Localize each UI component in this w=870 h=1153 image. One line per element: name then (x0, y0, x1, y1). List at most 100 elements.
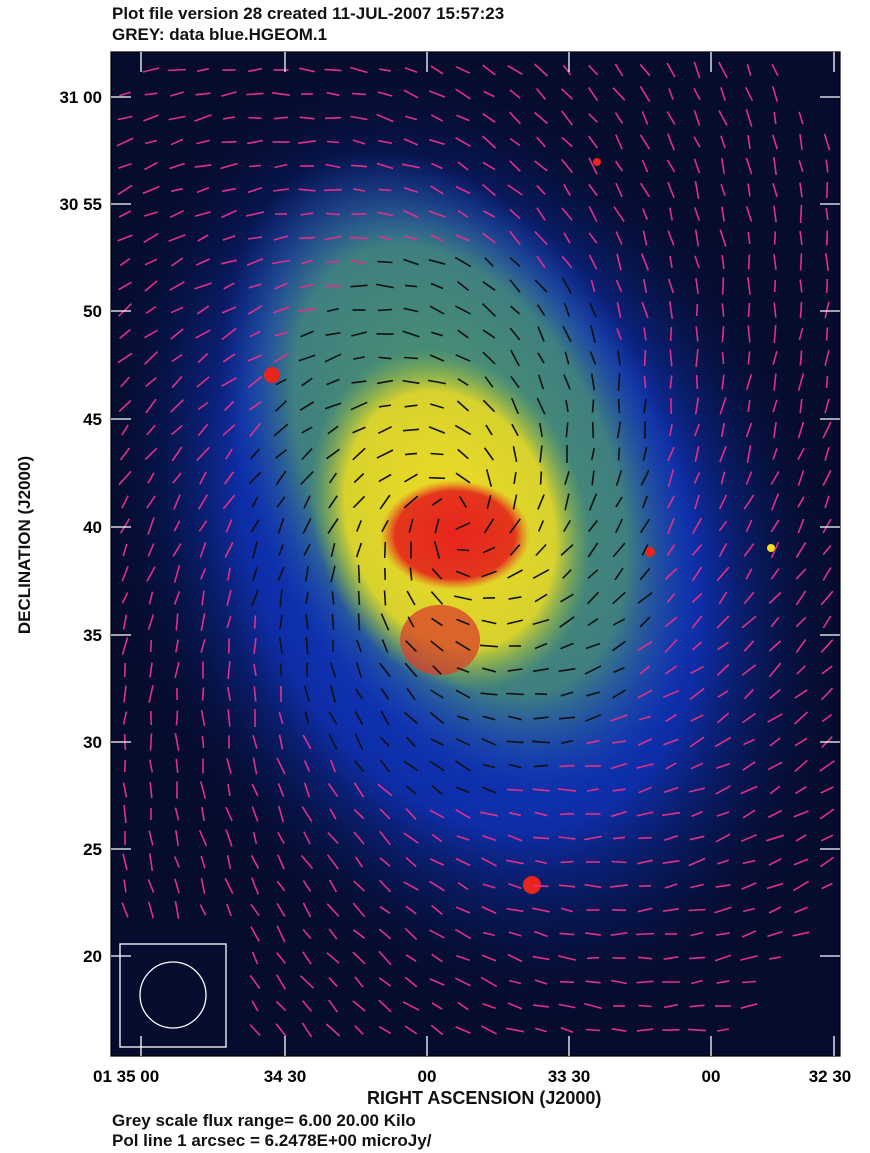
polarization-vector (536, 255, 546, 269)
polarization-vector (119, 518, 131, 534)
polarization-vector (251, 496, 259, 508)
polarization-vector (326, 378, 340, 386)
polarization-vector (174, 733, 180, 751)
polarization-vector (174, 807, 180, 821)
polarization-vector (536, 136, 546, 148)
polarization-vector (770, 616, 780, 628)
polarization-vector (773, 156, 777, 176)
polarization-vector (377, 140, 393, 144)
polarization-vector (455, 738, 471, 746)
polarization-vector (121, 495, 129, 509)
polarization-vector (820, 687, 834, 701)
polarization-vector (507, 569, 523, 579)
polarization-vector (121, 424, 129, 436)
polarization-vector (640, 253, 650, 271)
polarization-vector (173, 591, 181, 605)
polarization-vector (716, 762, 730, 770)
polarization-vector (405, 954, 417, 962)
polarization-vector (379, 906, 391, 914)
polarization-vector (507, 619, 523, 625)
polarization-vector (560, 158, 574, 174)
polarization-vector (275, 470, 287, 486)
polarization-vector (718, 61, 728, 79)
polarization-vector (717, 859, 729, 865)
polarization-vector (168, 115, 186, 121)
polarization-vector (509, 160, 521, 172)
polarization-vector (278, 711, 284, 725)
polarization-vector (277, 805, 285, 823)
polarization-vector (799, 350, 803, 366)
polarization-vector (118, 210, 132, 218)
polarization-vector (377, 91, 393, 97)
polarization-vector (246, 211, 264, 217)
polarization-vector (610, 714, 628, 722)
polarization-vector (615, 231, 623, 245)
polarization-vector (327, 425, 339, 435)
polarization-vector (431, 331, 443, 337)
polarization-vector (615, 518, 623, 534)
polarization-vector (793, 711, 809, 725)
polarization-vector (117, 234, 133, 242)
polarization-vector (532, 667, 550, 673)
polarization-vector (252, 832, 258, 844)
polarization-vector (223, 471, 235, 485)
polarization-vector (637, 640, 653, 652)
polarization-vector (616, 328, 622, 340)
polarization-vector (716, 615, 730, 629)
polarization-vector (305, 636, 309, 656)
x-tick-label: 32 30 (809, 1067, 852, 1086)
polarization-vector (383, 541, 387, 559)
polarization-vector (455, 234, 471, 242)
polarization-vector (667, 181, 675, 199)
polarization-vector (481, 857, 497, 867)
polarization-vector (690, 931, 704, 937)
polarization-vector (195, 92, 211, 96)
y-tick-label: 31 00 (59, 88, 102, 107)
polarization-vector (352, 426, 366, 434)
flux-range-caption: Grey scale flux range= 6.00 20.00 Kilo (112, 1111, 416, 1130)
polarization-vector (794, 759, 808, 773)
polarization-vector (225, 806, 233, 822)
polarization-vector (379, 662, 391, 678)
polarization-vector (482, 883, 496, 889)
polarization-vector (589, 351, 597, 365)
polarization-vector (536, 207, 546, 221)
polarization-vector (199, 781, 207, 799)
polarization-vector (773, 111, 777, 125)
polarization-vector (276, 925, 286, 943)
polarization-vector (277, 518, 285, 534)
polarization-vector (305, 591, 309, 605)
polarization-vector (195, 211, 211, 217)
polarization-vector (147, 901, 155, 919)
polarization-vector (483, 931, 495, 937)
polarization-vector (642, 230, 648, 246)
polarization-vector (820, 590, 834, 606)
polarization-vector (275, 1000, 287, 1012)
polarization-vector (611, 1028, 627, 1032)
polarization-vector (612, 689, 626, 699)
polarization-vector (325, 1023, 341, 1037)
polarization-vector (666, 159, 676, 173)
polarization-vector (404, 1025, 418, 1035)
polarization-vector (768, 662, 782, 678)
polarization-vector (743, 591, 755, 605)
polarization-vector (194, 114, 212, 122)
polarization-vector (637, 907, 653, 913)
polarization-vector (328, 879, 338, 893)
polarization-vector (246, 258, 264, 266)
polarization-vector (169, 162, 185, 170)
polarization-vector (175, 613, 179, 631)
polarization-vector (196, 446, 210, 462)
polarization-vector (303, 782, 311, 798)
polarization-vector (770, 471, 780, 485)
polarization-vector (298, 354, 316, 362)
polarization-vector (252, 567, 258, 581)
polarization-vector (689, 787, 705, 793)
polarization-vector (797, 470, 805, 486)
polarization-vector (274, 331, 288, 337)
polarization-vector (587, 618, 599, 626)
polarization-vector (429, 138, 445, 146)
polarization-vector (795, 834, 807, 842)
polarization-vector (482, 64, 496, 76)
polarization-vector (277, 566, 285, 582)
